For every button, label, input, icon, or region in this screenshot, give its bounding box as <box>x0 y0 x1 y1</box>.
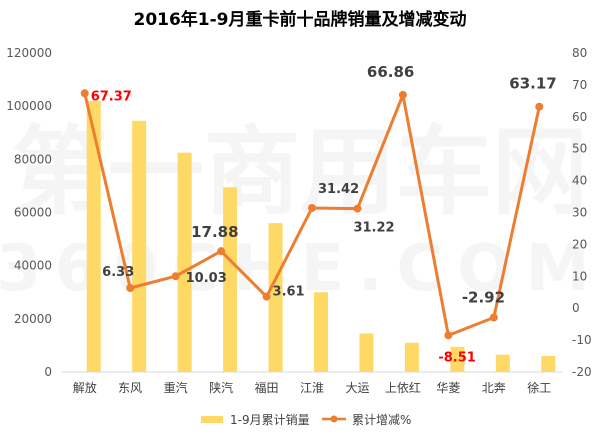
left-axis-tick: 20000 <box>14 312 52 326</box>
right-axis-tick: -20 <box>572 365 592 379</box>
line-point <box>535 102 544 111</box>
category-label: 徐工 <box>527 380 551 395</box>
right-axis-tick: 20 <box>572 237 587 251</box>
line-data-label: 6.33 <box>102 265 134 280</box>
bar <box>541 356 556 372</box>
category-label: 江淮 <box>300 381 324 395</box>
legend-line-label: 累计增减% <box>352 413 411 427</box>
right-axis-tick: 10 <box>572 269 587 283</box>
right-axis-tick: 50 <box>572 142 587 156</box>
right-axis-tick: 60 <box>572 110 587 124</box>
line-point <box>171 272 180 281</box>
bar <box>359 333 374 372</box>
line-point <box>80 89 89 98</box>
bar <box>132 120 147 372</box>
legend-bar-label: 1-9月累计销量 <box>230 413 310 427</box>
bar <box>495 354 510 372</box>
right-axis-tick: -10 <box>572 333 592 347</box>
category-label: 华菱 <box>436 381 460 395</box>
category-label: 解放 <box>73 380 97 395</box>
line-data-label: 3.61 <box>273 285 305 300</box>
chart-title: 2016年1-9月重卡前十品牌销量及增减变动 <box>133 9 466 30</box>
right-axis-tick: 70 <box>572 78 587 92</box>
left-axis-tick: 60000 <box>14 206 52 220</box>
line-point <box>444 331 453 340</box>
category-label: 陕汽 <box>209 380 233 395</box>
line-data-label: 31.22 <box>353 221 394 236</box>
line-data-label: 17.88 <box>191 223 238 241</box>
legend-bar-swatch <box>201 416 223 423</box>
line-point <box>217 247 226 256</box>
left-axis-tick: 100000 <box>6 99 52 113</box>
left-axis-tick: 120000 <box>6 46 52 60</box>
bar <box>268 223 283 372</box>
category-label: 重汽 <box>164 380 188 395</box>
bar <box>404 342 419 372</box>
line-data-label: 66.86 <box>367 63 414 81</box>
right-axis-tick: 40 <box>572 174 587 188</box>
line-point <box>262 292 271 301</box>
line-point <box>353 204 362 213</box>
bar <box>450 346 465 372</box>
bar <box>314 292 328 372</box>
line-point <box>398 90 407 99</box>
line-data-label: 63.17 <box>509 75 556 93</box>
bar <box>177 152 192 372</box>
watermark-logo-text: 第一商用车网 <box>12 116 588 228</box>
category-label: 上依红 <box>385 380 421 395</box>
left-y-axis: 0 20000 40000 60000 80000 100000 120000 <box>6 46 52 379</box>
legend: 1-9月累计销量 累计增减% <box>201 413 411 427</box>
left-axis-tick: 0 <box>44 365 52 379</box>
left-axis-tick: 80000 <box>14 152 52 166</box>
legend-line-marker <box>330 415 338 423</box>
left-axis-tick: 40000 <box>14 259 52 273</box>
line-data-label: 31.42 <box>318 182 359 197</box>
category-label: 东风 <box>118 381 142 395</box>
x-axis-categories: 解放 东风 重汽 陕汽 福田 江淮 大运 上依红 华菱 北奔 徐工 <box>73 380 552 395</box>
line-point <box>489 313 498 322</box>
bar-series-sales <box>86 100 556 372</box>
right-axis-tick: 0 <box>572 301 580 315</box>
line-data-label: 67.37 <box>91 89 132 104</box>
right-y-axis: -20 -10 0 10 20 30 40 50 60 70 80 <box>572 46 592 379</box>
line-point <box>126 284 135 293</box>
right-axis-tick: 80 <box>572 46 587 60</box>
bar <box>86 100 101 372</box>
line-data-label: 10.03 <box>186 271 227 286</box>
bar <box>223 187 238 372</box>
line-series-change <box>80 89 544 340</box>
line-point <box>308 203 316 212</box>
line-data-label: -8.51 <box>438 350 475 365</box>
category-label: 北奔 <box>482 381 506 395</box>
line-data-label: -2.92 <box>462 289 505 307</box>
line-data-labels: 67.37 6.33 10.03 17.88 3.61 31.42 31.22 66.86 -8… <box>91 63 557 365</box>
right-axis-tick: 30 <box>572 206 587 220</box>
category-label: 大运 <box>345 381 369 395</box>
category-label: 福田 <box>255 380 279 395</box>
